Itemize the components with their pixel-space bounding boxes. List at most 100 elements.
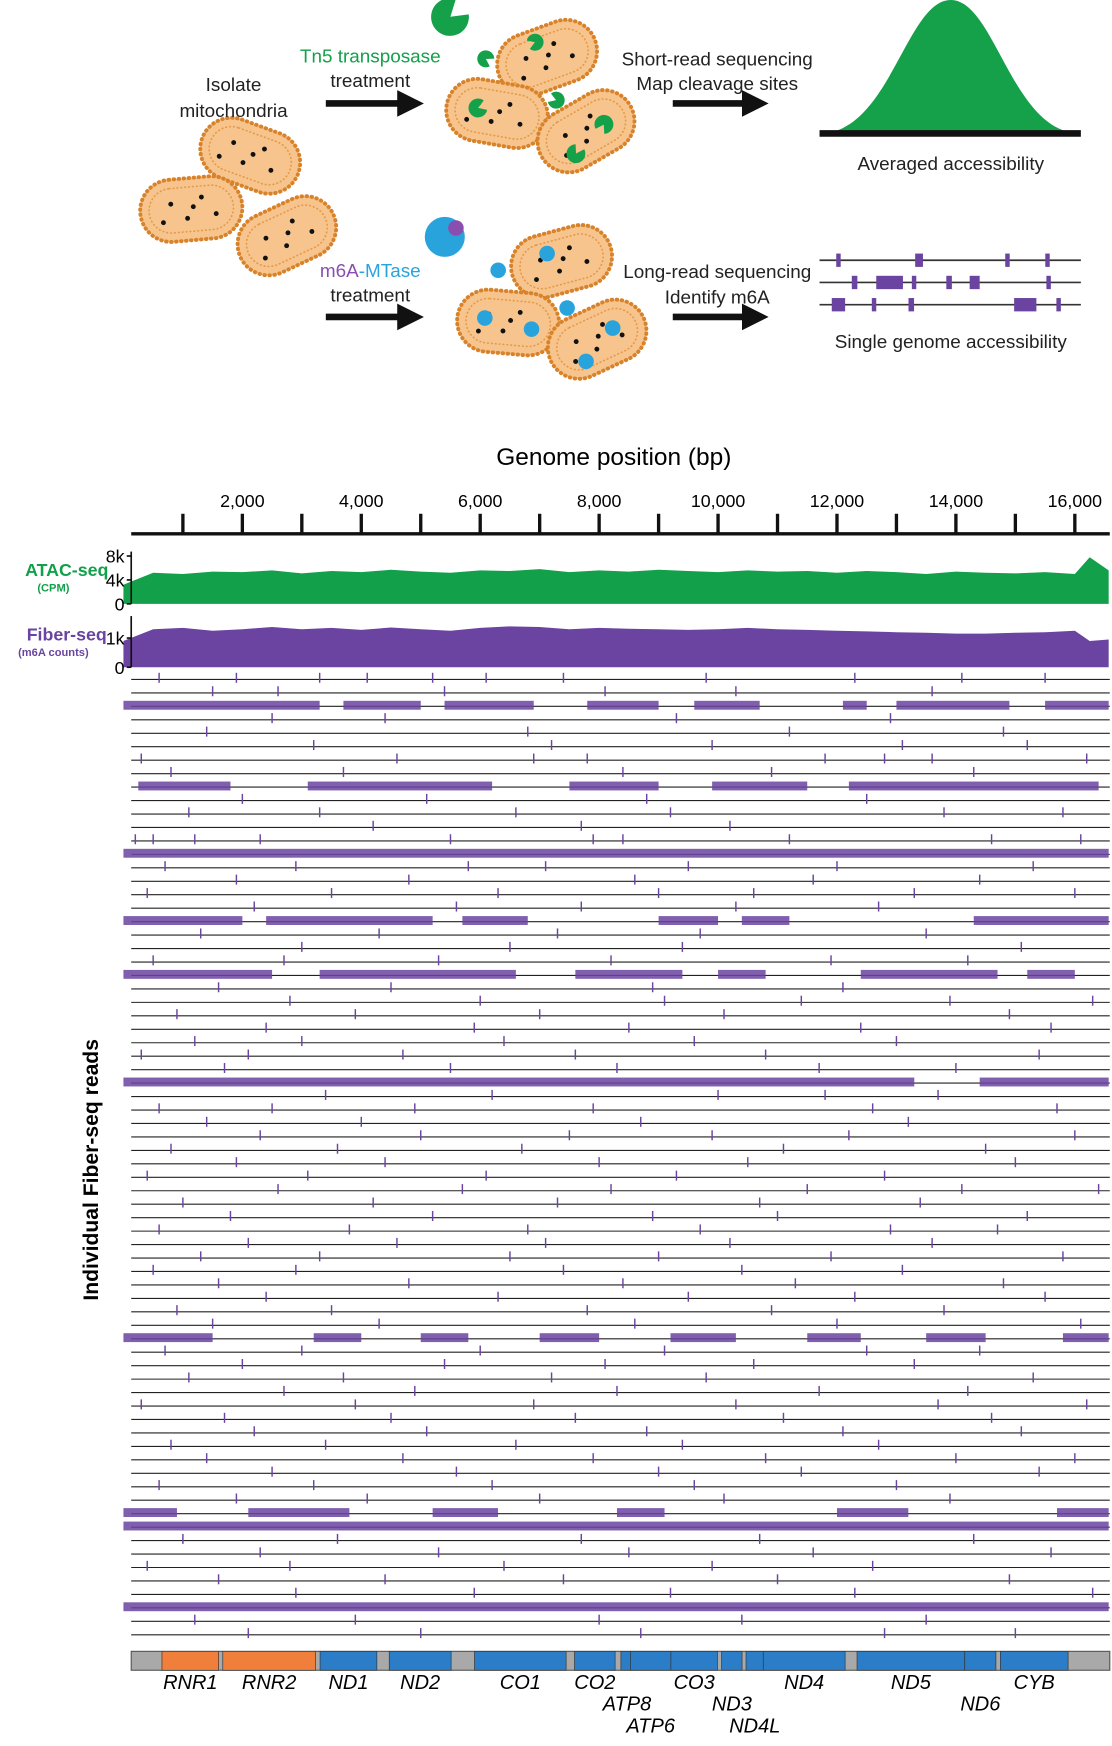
accessible-span (616, 1508, 665, 1518)
accessible-span (1062, 1333, 1109, 1343)
track-label: Fiber-seq (27, 625, 107, 645)
accessible-span (343, 700, 421, 710)
accessible-span (848, 781, 1099, 791)
gene-label: ND4 (784, 1672, 824, 1694)
gene-label: ND2 (400, 1672, 440, 1694)
accessible-span (836, 1508, 909, 1518)
accessible-span (896, 700, 1010, 710)
accessible-span (266, 916, 433, 925)
accessible-span (539, 1333, 600, 1343)
gene (999, 1651, 1069, 1671)
gene (574, 1651, 616, 1671)
gene-label: ND4L (729, 1716, 780, 1738)
accessible-span (807, 1333, 861, 1343)
gene (388, 1651, 452, 1671)
y-tick-label: 0 (115, 595, 125, 615)
x-tick-label: 6,000 (458, 491, 503, 511)
x-tick-label: 2,000 (220, 491, 265, 511)
y-tick-label: 1k (106, 629, 125, 649)
gene-label: ND6 (960, 1693, 1001, 1715)
gene-label: ATP8 (602, 1693, 652, 1715)
coverage-area (123, 557, 1109, 604)
schematic: Isolate mitochondria Tn5 transposase tre… (135, 0, 1081, 391)
track-label: ATAC-seq (25, 560, 108, 580)
accessible-span (1045, 700, 1109, 710)
accessible-span (123, 969, 273, 979)
accessible-span (718, 969, 766, 979)
y-tick-label: 8k (106, 547, 125, 567)
y-tick-label: 4k (106, 571, 125, 591)
text: m6A-MTase (320, 261, 421, 282)
text: Averaged accessibility (857, 154, 1044, 175)
accessible-span (842, 700, 867, 710)
gene (630, 1651, 672, 1671)
accessible-span (313, 1333, 362, 1343)
text: mitochondria (179, 101, 288, 122)
accessible-span (670, 1333, 736, 1343)
accessible-span (575, 969, 683, 979)
gene (964, 1651, 997, 1671)
accessible-span (979, 1077, 1109, 1087)
gene (222, 1651, 316, 1671)
accessible-span (462, 916, 528, 925)
accessible-span (587, 700, 659, 710)
gene-label: CYB (1014, 1672, 1055, 1694)
text: Isolate (206, 75, 262, 96)
accessible-span (123, 1508, 177, 1518)
accessible-span (319, 969, 516, 979)
text: Map cleavage sites (636, 74, 798, 95)
accessible-span (1027, 969, 1075, 979)
accessible-span (123, 1521, 1109, 1531)
gene-label: RNR1 (163, 1672, 217, 1694)
accessible-span (712, 781, 808, 791)
accessible-span (1056, 1508, 1109, 1518)
gene-label: RNR2 (242, 1672, 296, 1694)
accessible-span (973, 916, 1109, 925)
text: Identify m6A (665, 288, 770, 309)
y-tick-label: 0 (115, 658, 125, 678)
x-tick-label: 4,000 (339, 491, 384, 511)
accessible-span (658, 916, 719, 925)
gene (721, 1651, 743, 1671)
y-axis-title: Individual Fiber-seq reads (80, 1039, 103, 1301)
track-unit: (m6A counts) (18, 647, 89, 659)
accessible-span (420, 1333, 469, 1343)
text: Tn5 transposase (300, 46, 441, 67)
gene-label: ATP6 (625, 1716, 675, 1738)
x-tick-label: 14,000 (929, 491, 983, 511)
accessible-span (123, 1602, 1109, 1612)
track-unit: (CPM) (37, 583, 69, 595)
gene (856, 1651, 966, 1671)
accessible-span (860, 969, 998, 979)
accessible-span (307, 781, 493, 791)
accessible-span (138, 781, 231, 791)
accessible-span (123, 1077, 915, 1087)
accessible-span (741, 916, 790, 925)
gene-label: ND5 (891, 1672, 932, 1694)
accessible-span (123, 700, 320, 710)
accessible-span (123, 916, 243, 925)
gene-label: CO2 (574, 1672, 615, 1694)
accessible-span (569, 781, 659, 791)
text: m6A (320, 261, 359, 282)
accessible-span (926, 1333, 986, 1343)
gene-bar (130, 1650, 1111, 1671)
text: treatment (330, 285, 411, 306)
text: Short-read sequencing (622, 50, 813, 71)
gene (319, 1651, 378, 1671)
gene-label: ND3 (712, 1693, 752, 1715)
gene (474, 1651, 567, 1671)
gene (745, 1651, 764, 1671)
accessible-span (432, 1508, 499, 1518)
accessible-span (248, 1508, 350, 1518)
x-tick-label: 10,000 (691, 491, 745, 511)
accessible-span (444, 700, 534, 710)
gene (161, 1651, 219, 1671)
text: Long-read sequencing (623, 262, 811, 283)
accessible-span (123, 1333, 213, 1343)
gene-label: CO3 (674, 1672, 715, 1694)
coverage-area (123, 626, 1109, 668)
axis-title: Genome position (bp) (496, 444, 731, 471)
